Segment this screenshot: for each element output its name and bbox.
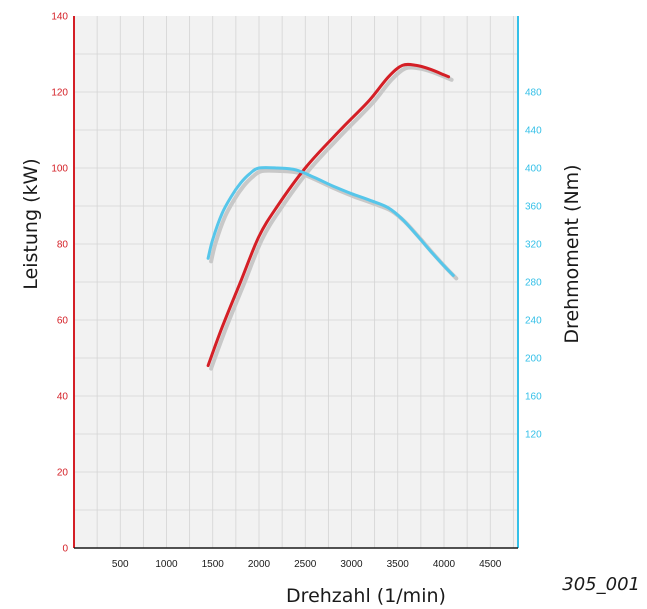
left-tick-label: 60 bbox=[57, 316, 69, 327]
right-tick-label: 480 bbox=[525, 88, 542, 99]
left-tick-label: 20 bbox=[57, 468, 69, 479]
figure-id: 305_001 bbox=[562, 574, 640, 595]
left-tick-label: 140 bbox=[51, 12, 68, 23]
right-tick-label: 360 bbox=[525, 202, 542, 213]
left-tick-label: 100 bbox=[51, 164, 68, 175]
right-tick-label: 120 bbox=[525, 430, 542, 441]
power-curve-shadow bbox=[209, 65, 454, 371]
right-tick-label: 200 bbox=[525, 354, 542, 365]
x-tick-label: 1000 bbox=[155, 559, 178, 570]
x-tick-label: 3000 bbox=[340, 559, 363, 570]
x-tick-label: 3500 bbox=[387, 559, 410, 570]
torque-curve bbox=[206, 166, 455, 277]
right-tick-label: 440 bbox=[525, 126, 542, 137]
x-tick-label: 4500 bbox=[479, 559, 502, 570]
x-tick-label: 500 bbox=[112, 559, 129, 570]
x-tick-label: 2500 bbox=[294, 559, 317, 570]
data-lines bbox=[206, 62, 455, 368]
axes bbox=[73, 16, 519, 549]
right-tick-label: 400 bbox=[525, 164, 542, 175]
left-tick-label: 40 bbox=[57, 392, 69, 403]
grid-lines bbox=[74, 16, 518, 548]
left-tick-label: 120 bbox=[51, 88, 68, 99]
right-tick-label: 280 bbox=[525, 278, 542, 289]
x-axis-title: Drehzahl (1/min) bbox=[286, 585, 446, 607]
power-curve bbox=[206, 62, 451, 368]
right-tick-label: 160 bbox=[525, 392, 542, 403]
left-tick-label: 80 bbox=[57, 240, 69, 251]
right-tick-label: 240 bbox=[525, 316, 542, 327]
x-tick-label: 1500 bbox=[202, 559, 225, 570]
left-axis-title: Leistung (kW) bbox=[20, 158, 42, 289]
right-tick-label: 320 bbox=[525, 240, 542, 251]
x-tick-label: 2000 bbox=[248, 559, 271, 570]
right-axis-title: Drehmoment (Nm) bbox=[561, 164, 583, 343]
left-tick-label: 0 bbox=[62, 544, 68, 555]
tick-labels: 500 1000 1500 2000 2500 3000 3500 4000 4500 0 20 40… bbox=[51, 12, 542, 571]
x-tick-label: 4000 bbox=[433, 559, 456, 570]
